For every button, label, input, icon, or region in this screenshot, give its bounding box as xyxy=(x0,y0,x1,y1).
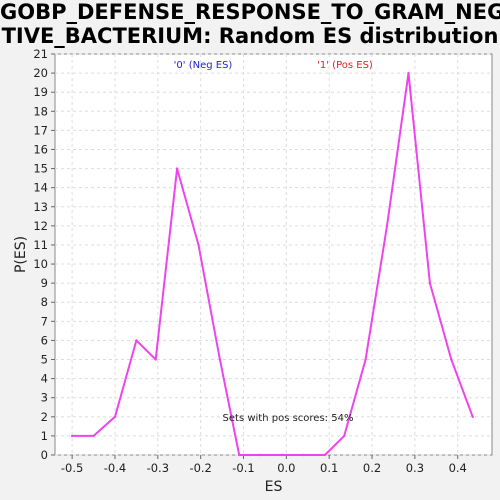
y-tick-label: 14 xyxy=(33,181,48,195)
data-point xyxy=(407,71,410,75)
pos-score-annotation: Sets with pos scores: 54% xyxy=(223,413,354,424)
x-tick-label: 0.2 xyxy=(363,461,381,475)
data-point xyxy=(113,415,117,419)
y-tick-label: 15 xyxy=(33,162,48,176)
y-tick-label: 8 xyxy=(41,295,48,309)
data-point xyxy=(92,434,95,438)
data-point xyxy=(323,453,327,457)
data-point xyxy=(450,358,453,361)
x-axis-label: ES xyxy=(265,479,283,495)
legend-pos-es: '1' (Pos ES) xyxy=(317,60,373,71)
x-tick-label: 0.1 xyxy=(320,461,338,475)
data-point xyxy=(238,453,241,457)
y-tick-label: 13 xyxy=(33,200,48,214)
y-tick-label: 21 xyxy=(33,47,48,61)
series-group xyxy=(70,71,474,457)
x-tick-label: 0.0 xyxy=(277,461,295,475)
data-point xyxy=(197,243,200,247)
data-point xyxy=(364,358,367,361)
grid-lines xyxy=(55,53,492,456)
chart-title: GOBP_DEFENSE_RESPONSE_TO_GRAM_NEGA TIVE_… xyxy=(0,0,500,48)
x-tick-label: -0.3 xyxy=(147,461,169,475)
y-tick-label: 2 xyxy=(41,410,48,424)
x-tick-label: 0.3 xyxy=(406,461,424,475)
y-tick-label: 6 xyxy=(41,333,48,347)
es-distribution-line xyxy=(72,72,474,456)
data-point xyxy=(385,224,389,228)
data-point xyxy=(70,434,74,438)
data-point xyxy=(280,453,284,457)
y-tick-label: 18 xyxy=(33,104,48,118)
data-point xyxy=(259,453,262,457)
y-tick-label: 4 xyxy=(41,372,48,386)
data-point xyxy=(342,434,346,438)
y-tick-label: 11 xyxy=(33,238,48,252)
data-point xyxy=(428,281,432,285)
chart-title-line-1: GOBP_DEFENSE_RESPONSE_TO_GRAM_NEGA xyxy=(0,0,500,24)
y-tick-label: 17 xyxy=(33,123,48,137)
y-tick-label: 1 xyxy=(41,429,48,443)
y-tick-label: 0 xyxy=(41,448,48,462)
y-tick-label: 12 xyxy=(33,219,48,233)
y-tick-label: 5 xyxy=(41,353,48,367)
y-axis-label: P(ES) xyxy=(13,236,29,273)
y-tick-label: 3 xyxy=(41,391,48,405)
data-point xyxy=(471,415,474,419)
x-tick-label: 0.4 xyxy=(449,461,467,475)
data-point xyxy=(175,167,179,170)
y-tick-label: 19 xyxy=(33,85,48,99)
x-tick-label: -0.1 xyxy=(232,461,254,475)
x-tick-label: -0.5 xyxy=(61,461,83,475)
data-point xyxy=(302,453,305,457)
legend-neg-es: '0' (Neg ES) xyxy=(174,60,233,71)
plot-area xyxy=(54,53,493,456)
y-tick-label: 7 xyxy=(41,314,48,328)
y-tick-label: 16 xyxy=(33,142,48,156)
y-tick-label: 10 xyxy=(33,257,48,271)
data-point xyxy=(135,339,138,342)
x-tick-label: -0.2 xyxy=(189,461,211,475)
chart-title-line-2: TIVE_BACTERIUM: Random ES distribution xyxy=(1,24,499,48)
y-tick-label: 20 xyxy=(33,66,48,80)
data-point xyxy=(154,358,157,361)
x-tick-label: -0.4 xyxy=(104,461,126,475)
data-point xyxy=(218,358,222,361)
y-tick-label: 9 xyxy=(41,276,48,290)
